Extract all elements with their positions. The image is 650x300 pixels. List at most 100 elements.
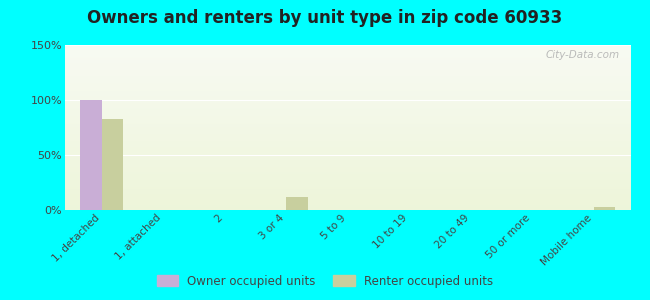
Bar <box>65 122 630 124</box>
Bar <box>65 182 630 184</box>
Bar <box>65 131 630 132</box>
Bar <box>65 114 630 116</box>
Bar <box>65 73 630 75</box>
Bar <box>65 175 630 177</box>
Text: City-Data.com: City-Data.com <box>545 50 619 60</box>
Bar <box>65 60 630 61</box>
Bar <box>65 128 630 129</box>
Bar <box>65 152 630 154</box>
Bar <box>65 157 630 159</box>
Bar <box>65 200 630 202</box>
Bar <box>65 155 630 157</box>
Bar <box>65 116 630 118</box>
Bar <box>65 108 630 109</box>
Bar <box>65 98 630 99</box>
Bar <box>65 85 630 86</box>
Bar <box>65 160 630 162</box>
Bar <box>65 159 630 161</box>
Bar <box>593 207 615 210</box>
Bar <box>65 147 630 149</box>
Bar <box>65 109 630 111</box>
Bar <box>65 118 630 119</box>
Bar <box>65 68 630 70</box>
Bar <box>65 78 630 80</box>
Bar <box>65 174 630 175</box>
Bar <box>81 100 102 210</box>
Bar <box>65 56 630 58</box>
Bar <box>65 124 630 126</box>
Bar <box>65 184 630 185</box>
Bar <box>65 93 630 94</box>
Bar <box>65 169 630 170</box>
Bar <box>65 137 630 139</box>
Bar <box>65 134 630 136</box>
Bar <box>65 187 630 188</box>
Bar <box>65 55 630 56</box>
Bar <box>65 126 630 127</box>
Bar <box>65 190 630 192</box>
Legend: Owner occupied units, Renter occupied units: Owner occupied units, Renter occupied un… <box>153 271 497 291</box>
Bar <box>65 106 630 108</box>
Bar <box>65 91 630 93</box>
Bar <box>65 86 630 88</box>
Bar <box>65 129 630 131</box>
Bar <box>65 71 630 73</box>
Bar <box>65 80 630 81</box>
Bar <box>65 119 630 121</box>
Bar <box>65 192 630 194</box>
Bar <box>65 136 630 137</box>
Bar <box>65 197 630 199</box>
Bar <box>65 46 630 48</box>
Bar <box>65 61 630 63</box>
Bar <box>65 165 630 167</box>
Bar <box>65 164 630 165</box>
Bar <box>65 121 630 122</box>
Bar <box>65 58 630 60</box>
Text: Owners and renters by unit type in zip code 60933: Owners and renters by unit type in zip c… <box>87 9 563 27</box>
Bar <box>65 94 630 96</box>
Bar <box>65 89 630 91</box>
Bar <box>65 205 630 207</box>
Bar <box>65 195 630 197</box>
Bar <box>65 101 630 103</box>
Bar <box>65 177 630 178</box>
Bar <box>65 76 630 78</box>
Bar <box>65 81 630 83</box>
Bar <box>286 197 308 210</box>
Bar <box>65 111 630 112</box>
Bar <box>65 53 630 55</box>
Bar <box>65 149 630 151</box>
Bar <box>65 146 630 147</box>
Bar <box>65 70 630 71</box>
Bar <box>65 141 630 142</box>
Bar <box>65 99 630 101</box>
Bar <box>65 144 630 146</box>
Bar <box>65 104 630 106</box>
Bar <box>65 162 630 164</box>
Bar <box>65 48 630 50</box>
Bar <box>65 172 630 174</box>
Bar <box>65 180 630 182</box>
Bar <box>65 199 630 200</box>
Bar <box>65 83 630 85</box>
Bar <box>65 208 630 210</box>
Bar <box>102 119 124 210</box>
Bar <box>65 170 630 172</box>
Bar <box>65 65 630 66</box>
Bar <box>65 88 630 89</box>
Bar <box>65 194 630 195</box>
Bar <box>65 178 630 180</box>
Bar <box>65 45 630 46</box>
Bar <box>65 203 630 205</box>
Bar <box>65 188 630 190</box>
Bar <box>65 75 630 76</box>
Bar <box>65 52 630 53</box>
Bar <box>65 139 630 141</box>
Bar <box>65 154 630 155</box>
Bar <box>65 167 630 169</box>
Bar <box>65 207 630 208</box>
Bar <box>65 50 630 52</box>
Bar <box>65 103 630 104</box>
Bar <box>65 96 630 98</box>
Bar <box>65 132 630 134</box>
